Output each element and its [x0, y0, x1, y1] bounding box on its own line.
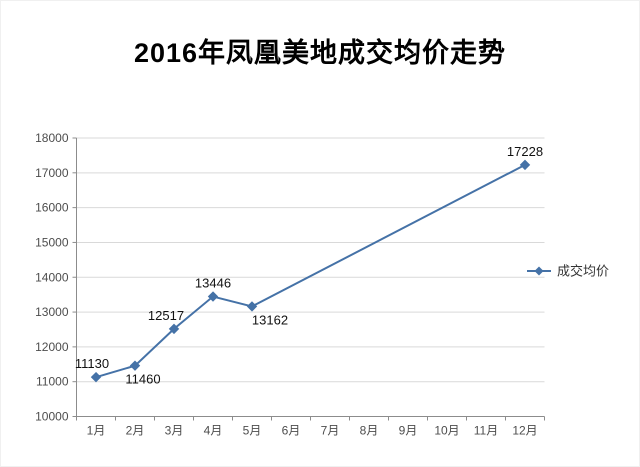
data-label: 12517: [148, 308, 184, 323]
y-axis-label: 17000: [35, 166, 69, 180]
data-label: 11130: [75, 356, 109, 371]
data-label: 13446: [195, 276, 231, 291]
y-axis-label: 13000: [35, 305, 69, 319]
y-axis-label: 12000: [35, 340, 69, 354]
x-axis-label: 2月: [126, 424, 145, 438]
y-axis-label: 14000: [35, 270, 69, 284]
data-label: 13162: [252, 312, 288, 327]
x-axis-label: 4月: [204, 424, 223, 438]
y-axis-label: 10000: [35, 410, 69, 424]
data-label: 11460: [125, 372, 160, 387]
y-axis-label: 11000: [36, 375, 69, 389]
data-point-marker: [90, 371, 102, 383]
x-axis-label: 10月: [434, 424, 459, 438]
x-axis-label: 12月: [512, 424, 537, 438]
chart-title: 2016年凤凰美地成交均价走势: [133, 38, 507, 68]
legend-label: 成交均价: [557, 264, 609, 279]
x-axis-label: 1月: [87, 424, 106, 438]
y-axis-label: 15000: [35, 235, 69, 249]
data-point-marker: [207, 291, 219, 302]
data-point-marker: [246, 301, 258, 312]
data-label: 17228: [507, 144, 543, 159]
x-axis-label: 5月: [243, 424, 262, 438]
series-line: [95, 163, 526, 379]
data-point-marker: [129, 360, 141, 371]
y-axis-label: 18000: [35, 131, 69, 145]
x-axis-label: 7月: [321, 424, 340, 438]
x-axis-label: 11月: [474, 424, 498, 438]
legend-marker-icon: [534, 266, 544, 276]
data-point-marker: [519, 159, 531, 171]
x-axis-label: 3月: [165, 424, 184, 438]
x-axis-label: 9月: [399, 424, 418, 438]
x-axis-label: 6月: [282, 424, 301, 438]
y-axis-label: 16000: [35, 201, 69, 215]
data-point-marker: [168, 323, 180, 335]
price-trend-chart: 10000 11000 12000 13000 14000 15000 16000 17000…: [35, 131, 609, 438]
x-axis-label: 8月: [360, 424, 379, 438]
